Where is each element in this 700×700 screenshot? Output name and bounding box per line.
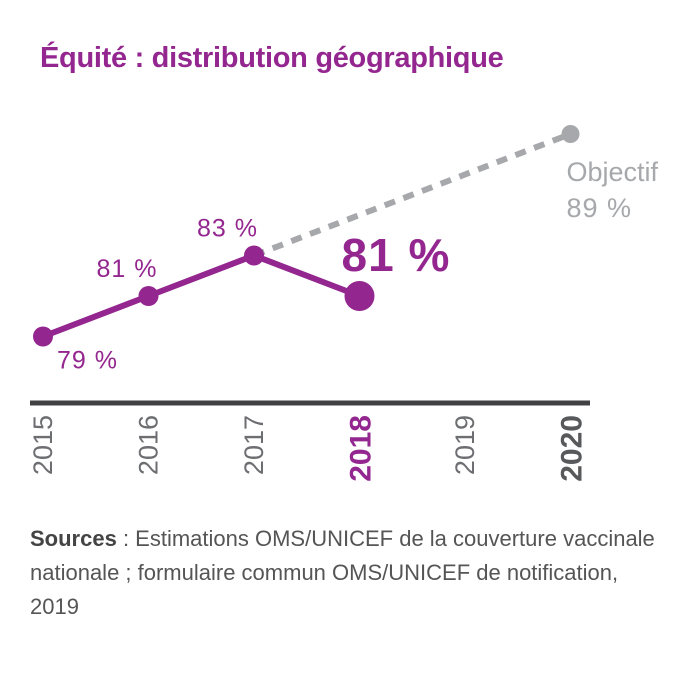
data-point-2016 [138, 286, 159, 306]
x-tick-label-2018: 2018 [345, 415, 378, 482]
target-point [561, 125, 580, 143]
sources-text: : Estimations OMS/UNICEF de la couvertur… [30, 526, 655, 619]
x-tick-label-2017: 2017 [239, 415, 269, 475]
x-tick-label-2019: 2019 [450, 415, 480, 475]
target-value-label: 89 % [567, 193, 633, 223]
data-label-2018: 81 % [342, 229, 451, 281]
series-line [41, 252, 361, 340]
x-tick-label-2020: 2020 [556, 415, 589, 482]
data-point-2017 [244, 245, 264, 266]
data-point-2018 [344, 281, 375, 311]
sources-note: Sources : Estimations OMS/UNICEF de la c… [30, 522, 670, 624]
data-label-2017: 83 % [197, 215, 258, 243]
sources-label: Sources [30, 526, 117, 551]
data-label-2016: 81 % [97, 255, 158, 283]
x-tick-label-2016: 2016 [134, 415, 164, 475]
data-point-2015 [33, 326, 53, 347]
target-name-label: Objectif [567, 157, 659, 187]
data-label-2015: 79 % [57, 347, 118, 375]
chart-title: Équité : distribution géographique [40, 42, 504, 74]
line-chart: Objectif 89 % 79 % 81 % 83 % 81 % 2015 2016 2017… [28, 125, 659, 482]
x-tick-label-2015: 2015 [28, 415, 58, 475]
target-trend-line [252, 131, 572, 259]
